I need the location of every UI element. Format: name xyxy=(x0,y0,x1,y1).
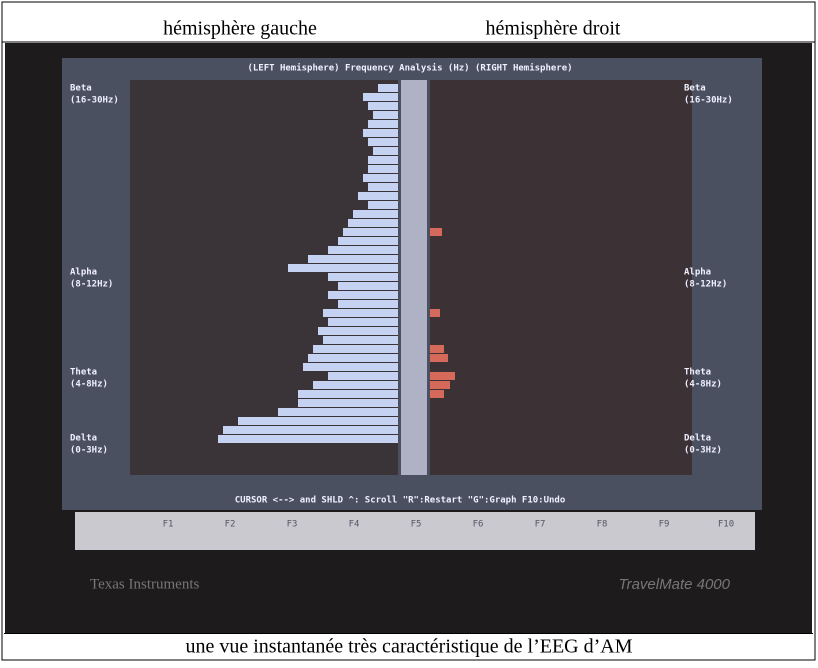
right-bar xyxy=(430,345,444,353)
function-key: F5 xyxy=(411,520,422,530)
band-name: Delta xyxy=(684,434,711,444)
band-name: Beta xyxy=(684,84,706,94)
left-bar xyxy=(303,363,398,371)
status: CURSOR <--> and SHLD ^: Scroll "R":Resta… xyxy=(235,496,566,506)
left-bar xyxy=(328,273,398,281)
left-bar xyxy=(338,282,398,290)
left-bar xyxy=(348,219,398,227)
left-bar xyxy=(328,246,398,254)
function-key: F2 xyxy=(225,520,236,530)
figure: hémisphère gauche hémisphère droit (LEFT… xyxy=(0,0,818,663)
left-bar xyxy=(373,111,398,119)
function-key: F6 xyxy=(473,520,484,530)
caption-bottom: une vue instantanée très caractéristique… xyxy=(185,636,632,658)
left-bar xyxy=(338,237,398,245)
left-bar xyxy=(368,138,398,146)
left-bar xyxy=(373,147,398,155)
left-bar xyxy=(218,435,398,443)
brand: Texas Instruments xyxy=(90,576,200,592)
left-bar xyxy=(343,228,398,236)
left-bar xyxy=(298,390,398,398)
right-bar xyxy=(430,390,444,398)
left-bar xyxy=(278,408,398,416)
band-range: (4-8Hz) xyxy=(70,380,108,390)
left-bar xyxy=(288,264,398,272)
left-bar xyxy=(368,120,398,128)
axis-strip xyxy=(401,80,427,475)
left-bar xyxy=(308,354,398,362)
right-bar xyxy=(430,381,450,389)
band-range: (8-12Hz) xyxy=(70,280,113,290)
left-bar xyxy=(363,93,398,101)
band-range: (16-30Hz) xyxy=(70,96,119,106)
left-bar xyxy=(378,84,398,92)
right-bar xyxy=(430,228,442,236)
left-bar xyxy=(308,255,398,263)
band-name: Alpha xyxy=(70,268,97,278)
band-range: (0-3Hz) xyxy=(684,446,722,456)
left-bar xyxy=(338,300,398,308)
left-bar xyxy=(318,327,398,335)
function-key: F8 xyxy=(597,520,608,530)
left-bar xyxy=(353,210,398,218)
left-bar xyxy=(368,165,398,173)
right-panel xyxy=(430,80,692,475)
left-bar xyxy=(328,318,398,326)
band-range: (8-12Hz) xyxy=(684,280,727,290)
band-range: (0-3Hz) xyxy=(70,446,108,456)
band-range: (16-30Hz) xyxy=(684,96,733,106)
band-name: Theta xyxy=(684,368,711,378)
function-key: F9 xyxy=(659,520,670,530)
left-bar xyxy=(368,102,398,110)
divider xyxy=(4,633,813,634)
right-bar xyxy=(430,309,440,317)
band-name: Beta xyxy=(70,84,92,94)
function-key: F4 xyxy=(349,520,360,530)
left-bar xyxy=(313,381,398,389)
left-bar xyxy=(223,426,398,434)
left-bar xyxy=(298,399,398,407)
left-bar xyxy=(368,156,398,164)
function-key: F7 xyxy=(535,520,546,530)
band-range: (4-8Hz) xyxy=(684,380,722,390)
left-bar xyxy=(368,183,398,191)
left-bar xyxy=(323,336,398,344)
left-bar xyxy=(328,291,398,299)
keybar xyxy=(75,512,755,550)
left-bar xyxy=(328,372,398,380)
page: hémisphère gauche hémisphère droit (LEFT… xyxy=(0,0,818,663)
model: TravelMate 4000 xyxy=(619,576,731,593)
right-bar xyxy=(430,372,455,380)
left-bar xyxy=(238,417,398,425)
left-bar xyxy=(363,129,398,137)
left-bar xyxy=(323,309,398,317)
band-name: Delta xyxy=(70,434,97,444)
left-bar xyxy=(358,192,398,200)
function-key: F3 xyxy=(287,520,298,530)
caption-right: hémisphère droit xyxy=(486,18,621,40)
caption-left: hémisphère gauche xyxy=(163,18,317,40)
band-name: Theta xyxy=(70,368,97,378)
screen-title: (LEFT Hemisphere) Frequency Analysis (Hz… xyxy=(247,63,572,74)
left-bar xyxy=(313,345,398,353)
function-key: F10 xyxy=(718,520,734,530)
left-bar xyxy=(363,174,398,182)
function-key: F1 xyxy=(163,520,174,530)
right-bar xyxy=(430,354,448,362)
left-bar xyxy=(368,201,398,209)
band-name: Alpha xyxy=(684,268,711,278)
